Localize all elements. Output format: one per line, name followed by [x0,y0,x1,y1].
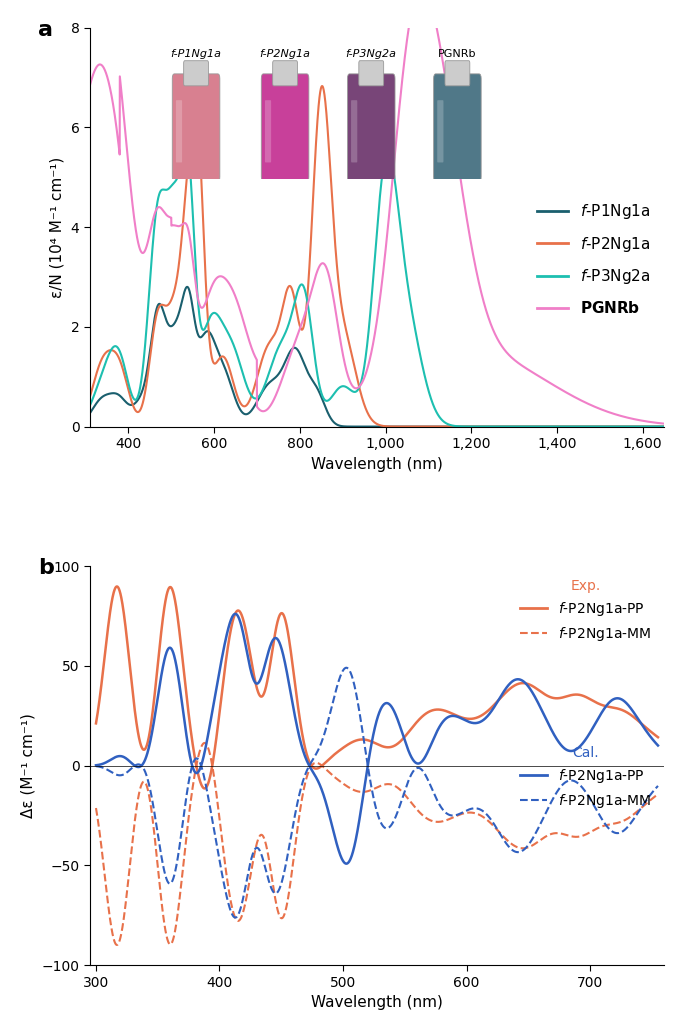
Y-axis label: ε/N (10⁴ M⁻¹ cm⁻¹): ε/N (10⁴ M⁻¹ cm⁻¹) [50,157,65,298]
Legend: $f$-P1Ng1a, $f$-P2Ng1a, $f$-P3Ng2a, $\mathbf{PGNRb}$: $f$-P1Ng1a, $f$-P2Ng1a, $f$-P3Ng2a, $\ma… [531,196,656,323]
Legend: $f$-P2Ng1a-PP, $f$-P2Ng1a-MM: $f$-P2Ng1a-PP, $f$-P2Ng1a-MM [514,740,657,816]
Text: b: b [38,558,54,578]
Y-axis label: Δε (M⁻¹ cm⁻¹): Δε (M⁻¹ cm⁻¹) [21,713,36,819]
Text: a: a [38,20,53,39]
X-axis label: Wavelength (nm): Wavelength (nm) [311,995,443,1010]
X-axis label: Wavelength (nm): Wavelength (nm) [311,457,443,471]
